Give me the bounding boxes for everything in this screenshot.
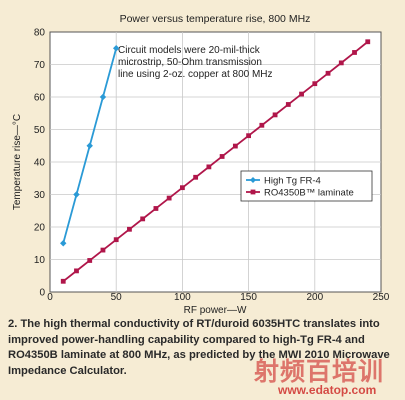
y-tick-label: 30 <box>34 190 46 201</box>
annotation-line: microstrip, 50-Ohm transmission <box>118 57 262 68</box>
legend-label: High Tg FR-4 <box>264 176 321 187</box>
legend-entry: High Tg FR-4 <box>246 176 321 187</box>
data-point <box>285 102 291 107</box>
y-tick-label: 80 <box>34 28 46 39</box>
axis-ticks: 0 10 20 30 40 50 60 70 80 0 50 100 150 200 250 <box>34 28 390 304</box>
x-tick-label: 0 <box>47 292 53 303</box>
x-tick-label: 200 <box>306 292 323 303</box>
y-tick-label: 0 <box>39 288 45 299</box>
series-2 <box>60 39 371 284</box>
data-point <box>206 164 212 170</box>
watermark-chinese: 射频百培训 <box>254 357 385 386</box>
y-tick-label: 40 <box>34 158 46 169</box>
data-point <box>127 226 132 232</box>
watermark-url: www.edatop.com <box>278 383 377 397</box>
x-tick-label: 50 <box>111 292 123 303</box>
legend-swatch-marker <box>250 177 256 183</box>
y-tick-label: 70 <box>34 60 46 71</box>
data-point <box>232 143 238 149</box>
figure-caption: 2. The high thermal conductivity of RT/d… <box>8 318 390 377</box>
chart-title: Power versus temperature rise, 800 MHz <box>120 13 311 25</box>
data-point <box>60 240 67 247</box>
chart: Power versus temperature rise, 800 MHz 0… <box>12 13 390 316</box>
legend-box <box>240 170 373 202</box>
data-point <box>312 81 318 87</box>
data-point <box>99 93 107 101</box>
data-point <box>352 50 357 55</box>
data-point <box>153 206 159 211</box>
x-tick-label: 250 <box>373 292 390 303</box>
x-tick-label: 100 <box>174 292 191 303</box>
annotation-line: line using 2-oz. copper at 800 MHz <box>118 69 273 80</box>
series-1 <box>60 45 120 247</box>
series-layer <box>60 39 371 284</box>
y-tick-label: 20 <box>34 223 46 234</box>
legend-swatch-marker <box>250 189 256 195</box>
data-point <box>74 268 79 274</box>
data-point <box>365 39 371 45</box>
data-point <box>113 237 119 243</box>
data-point <box>87 258 93 263</box>
data-point <box>73 191 80 198</box>
data-point <box>100 247 106 253</box>
data-point <box>86 142 93 149</box>
data-point <box>180 185 185 191</box>
data-point <box>338 60 344 66</box>
data-point <box>166 195 172 201</box>
data-point <box>325 70 331 76</box>
y-axis-label: Temperature rise—°C <box>12 114 23 210</box>
legend-label: RO4350B™ laminate <box>264 188 354 199</box>
data-point <box>193 174 199 180</box>
legend-entry: RO4350B™ laminate <box>246 188 354 199</box>
x-tick-label: 150 <box>240 292 257 303</box>
annotation-line: Circuit models were 20-mil-thick <box>118 45 261 56</box>
y-tick-label: 60 <box>34 93 46 104</box>
data-point <box>246 133 251 139</box>
x-axis-label: RF power—W <box>184 305 247 316</box>
data-point <box>272 112 278 118</box>
data-point <box>113 45 120 52</box>
data-point <box>219 154 225 159</box>
data-point <box>299 91 304 97</box>
y-tick-label: 10 <box>34 255 46 266</box>
data-point <box>140 216 146 222</box>
grid <box>50 32 381 292</box>
data-point <box>60 278 66 284</box>
y-tick-label: 50 <box>34 125 46 136</box>
data-point <box>259 122 265 128</box>
annotation: Circuit models were 20-mil-thickmicrostr… <box>118 45 273 80</box>
